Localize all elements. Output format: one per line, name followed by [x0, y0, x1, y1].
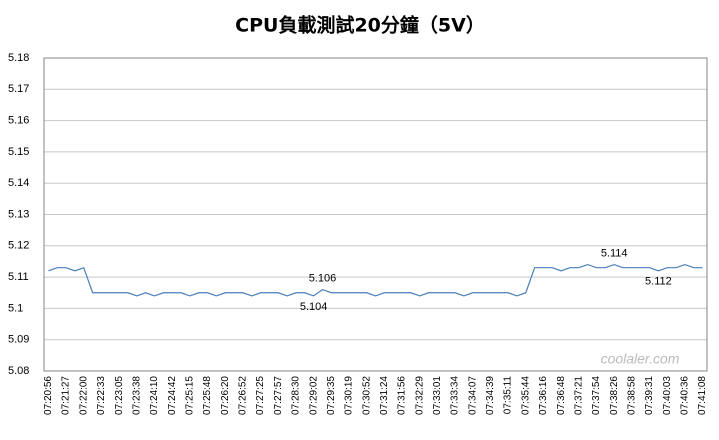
x-tick-label: 07:30:19	[344, 376, 355, 415]
x-tick-label: 07:23:05	[114, 376, 125, 415]
watermark: coolaler.com	[601, 351, 680, 367]
data-label: 5.114	[601, 247, 628, 259]
y-tick-label: 5.15	[8, 146, 29, 158]
x-tick-label: 07:24:10	[149, 376, 160, 415]
x-tick-label: 07:25:15	[185, 376, 196, 415]
y-tick-label: 5.14	[8, 177, 29, 189]
x-tick-label: 07:35:44	[520, 376, 531, 415]
x-tick-label: 07:27:57	[273, 376, 284, 415]
data-label: 5.104	[300, 301, 328, 313]
y-tick-label: 5.18	[8, 52, 29, 64]
x-tick-label: 07:22:00	[78, 376, 89, 415]
x-tick-label: 07:32:29	[414, 376, 425, 415]
y-tick-label: 5.12	[8, 240, 29, 252]
x-tick-label: 07:21:27	[61, 376, 72, 415]
x-tick-label: 07:31:24	[379, 376, 390, 415]
x-tick-label: 07:33:34	[450, 376, 461, 415]
x-tick-label: 07:30:52	[361, 376, 372, 415]
x-tick-label: 07:26:52	[238, 376, 249, 415]
x-tick-label: 07:25:48	[202, 376, 213, 415]
x-tick-label: 07:39:31	[644, 376, 655, 415]
y-tick-label: 5.08	[8, 365, 29, 377]
x-tick-label: 07:28:30	[291, 376, 302, 415]
x-tick-label: 07:20:56	[43, 376, 54, 415]
data-label: 5.106	[309, 273, 337, 285]
x-tick-label: 07:40:36	[680, 376, 691, 415]
x-tick-label: 07:33:01	[432, 376, 443, 415]
x-tick-label: 07:38:26	[609, 376, 620, 415]
y-tick-label: 5.09	[8, 334, 29, 346]
y-tick-label: 5.13	[8, 208, 29, 220]
x-tick-label: 07:41:08	[697, 376, 708, 415]
y-tick-label: 5.17	[8, 83, 29, 95]
x-tick-label: 07:29:02	[308, 376, 319, 415]
x-tick-label: 07:37:21	[573, 376, 584, 415]
y-tick-label: 5.16	[8, 115, 29, 127]
y-tick-label: 5.1	[8, 302, 23, 314]
x-tick-label: 07:29:35	[326, 376, 337, 415]
chart-title: CPU負載測試20分鐘（5V）	[235, 14, 485, 37]
plot-border	[43, 57, 708, 372]
data-line	[48, 263, 703, 297]
x-tick-label: 07:22:33	[96, 376, 107, 415]
x-tick-label: 07:36:48	[556, 376, 567, 415]
x-tick-label: 07:24:42	[167, 376, 178, 415]
x-tick-label: 07:34:39	[485, 376, 496, 415]
x-tick-label: 07:26:20	[220, 376, 231, 415]
x-tick-label: 07:31:56	[397, 376, 408, 415]
x-tick-label: 07:23:38	[131, 376, 142, 415]
x-tick-label: 07:34:07	[467, 376, 478, 415]
x-tick-label: 07:38:58	[627, 376, 638, 415]
x-tick-label: 07:36:16	[538, 376, 549, 415]
data-label: 5.112	[645, 276, 672, 288]
x-tick-label: 07:35:11	[503, 376, 514, 415]
y-tick-label: 5.11	[8, 271, 29, 283]
x-tick-label: 07:27:25	[255, 376, 266, 415]
x-tick-label: 07:40:03	[662, 376, 673, 415]
x-tick-label: 07:37:54	[591, 376, 602, 415]
